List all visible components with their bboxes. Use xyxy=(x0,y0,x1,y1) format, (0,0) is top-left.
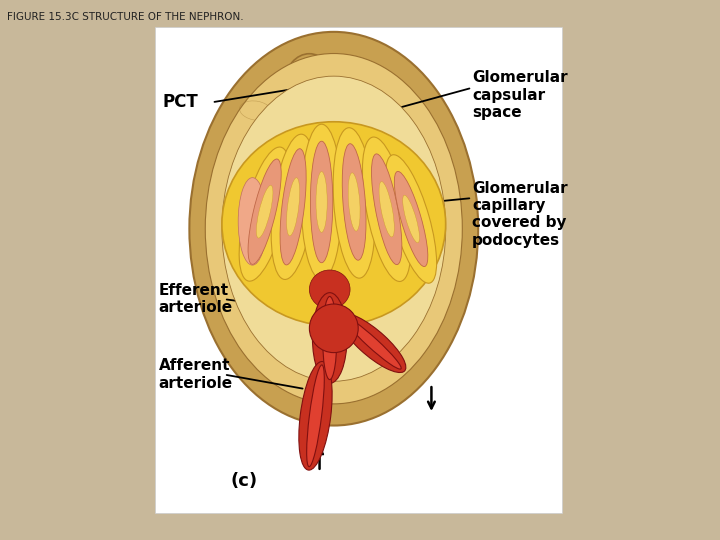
Text: (c): (c) xyxy=(230,472,258,490)
Text: PCT: PCT xyxy=(163,93,199,111)
Text: Glomerular
capillary
covered by
podocytes: Glomerular capillary covered by podocyte… xyxy=(472,180,568,248)
Ellipse shape xyxy=(222,122,446,326)
Ellipse shape xyxy=(299,361,332,470)
Ellipse shape xyxy=(285,53,334,112)
Text: FIGURE 15.3C STRUCTURE OF THE NEPHRON.: FIGURE 15.3C STRUCTURE OF THE NEPHRON. xyxy=(7,12,244,23)
Ellipse shape xyxy=(287,178,300,236)
Ellipse shape xyxy=(333,127,375,278)
Ellipse shape xyxy=(395,171,428,267)
Text: Efferent
arteriole: Efferent arteriole xyxy=(159,283,233,315)
Ellipse shape xyxy=(348,173,360,231)
Bar xyxy=(155,27,562,513)
Ellipse shape xyxy=(310,141,333,262)
Ellipse shape xyxy=(386,155,436,283)
Ellipse shape xyxy=(372,154,402,265)
Ellipse shape xyxy=(239,147,290,281)
Ellipse shape xyxy=(301,124,342,280)
PathPatch shape xyxy=(289,76,330,105)
Ellipse shape xyxy=(343,316,401,369)
Ellipse shape xyxy=(256,185,273,238)
Ellipse shape xyxy=(205,53,462,404)
Ellipse shape xyxy=(316,172,327,232)
Ellipse shape xyxy=(248,159,282,265)
Ellipse shape xyxy=(307,365,324,467)
Ellipse shape xyxy=(323,296,337,380)
Ellipse shape xyxy=(362,137,411,281)
Ellipse shape xyxy=(379,181,395,237)
Ellipse shape xyxy=(280,148,306,265)
Ellipse shape xyxy=(402,195,420,243)
Text: Afferent
arteriole: Afferent arteriole xyxy=(159,359,233,391)
Ellipse shape xyxy=(339,313,406,373)
Ellipse shape xyxy=(342,144,366,260)
Ellipse shape xyxy=(312,293,347,383)
Ellipse shape xyxy=(310,270,350,309)
Ellipse shape xyxy=(222,76,446,381)
Ellipse shape xyxy=(238,178,266,265)
Ellipse shape xyxy=(189,32,478,426)
Text: Glomerular
capsular
space: Glomerular capsular space xyxy=(472,70,568,120)
Ellipse shape xyxy=(271,134,315,280)
Ellipse shape xyxy=(310,304,359,353)
